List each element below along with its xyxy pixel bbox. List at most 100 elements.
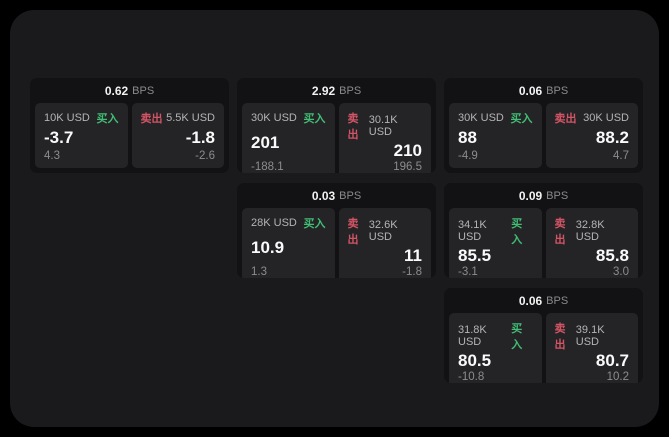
buy-quote-panel[interactable]: 34.1K USD 买入 85.5 -3.1 [449, 208, 542, 278]
sell-panel-header: 卖出 5.5K USD [141, 110, 216, 126]
buy-price-value: -3.7 [44, 127, 74, 147]
sell-sub-value: 10.2 [606, 370, 629, 383]
spread-header: 0.09 BPS [444, 183, 643, 208]
buy-quote-panel[interactable]: 30K USD 买入 88 -4.9 [449, 103, 542, 168]
quote-card: 0.09 BPS 34.1K USD 买入 85.5 -3.1 卖出 32.8K… [444, 183, 643, 278]
buy-side-label: 买入 [511, 323, 523, 351]
sell-sub-value: 4.7 [613, 150, 629, 162]
sell-quote-panel[interactable]: 卖出 30.1K USD 210 196.5 [338, 103, 431, 173]
sell-price-value: 80.7 [595, 351, 629, 370]
buy-amount-label: 28K USD [251, 217, 297, 229]
sell-side-label: 卖出 [554, 218, 566, 246]
sell-side-label: 卖出 [554, 323, 566, 351]
sell-sub-value: 196.5 [393, 160, 422, 173]
buy-panel-header: 31.8K USD 买入 [458, 320, 533, 352]
sell-amount-label: 30K USD [583, 112, 629, 124]
buy-panel-header: 30K USD 买入 [251, 110, 326, 126]
buy-panel-header: 30K USD 买入 [458, 110, 533, 126]
sell-price-value: 210 [393, 141, 422, 160]
sell-amount-label: 5.5K USD [166, 112, 215, 124]
bps-unit-label: BPS [546, 84, 569, 97]
sell-quote-panel[interactable]: 卖出 32.8K USD 85.8 3.0 [545, 208, 638, 278]
sell-amount-label: 39.1K USD [575, 324, 605, 348]
sell-sub-value: 3.0 [613, 265, 629, 278]
buy-price-value: 88 [458, 127, 477, 147]
sell-panel-header: 卖出 39.1K USD [555, 320, 630, 352]
sell-price-value: -1.8 [185, 127, 215, 147]
quote-card: 0.62 BPS 10K USD 买入 -3.7 4.3 卖出 5.5K USD… [30, 78, 229, 173]
buy-quote-panel[interactable]: 31.8K USD 买入 80.5 -10.8 [449, 313, 542, 383]
sell-side-label: 卖出 [554, 113, 577, 125]
spread-header: 0.06 BPS [444, 288, 643, 313]
sell-quote-panel[interactable]: 卖出 5.5K USD -1.8 -2.6 [131, 103, 224, 168]
spread-bps-value: 2.92 [311, 83, 336, 98]
quote-body: 10K USD 买入 -3.7 4.3 卖出 5.5K USD -1.8 -2.… [30, 103, 229, 173]
buy-amount-label: 30K USD [251, 112, 297, 124]
spread-header: 2.92 BPS [237, 78, 436, 103]
bps-unit-label: BPS [546, 189, 569, 202]
buy-sub-value: -188.1 [251, 160, 284, 173]
spread-header: 0.62 BPS [30, 78, 229, 103]
sell-price-value: 88.2 [595, 127, 629, 147]
quote-card: 0.03 BPS 28K USD 买入 10.9 1.3 卖出 32.6K US… [237, 183, 436, 278]
bps-unit-label: BPS [339, 189, 362, 202]
buy-quote-panel[interactable]: 30K USD 买入 201 -188.1 [242, 103, 335, 173]
sell-panel-header: 卖出 30.1K USD [348, 110, 423, 142]
sell-quote-panel[interactable]: 卖出 30K USD 88.2 4.7 [545, 103, 638, 168]
sell-side-label: 卖出 [140, 113, 163, 125]
quotes-grid: 0.62 BPS 10K USD 买入 -3.7 4.3 卖出 5.5K USD… [10, 10, 659, 383]
quote-card: 2.92 BPS 30K USD 买入 201 -188.1 卖出 30.1K … [237, 78, 436, 173]
buy-sub-value: 1.3 [251, 265, 267, 278]
buy-panel-header: 10K USD 买入 [44, 110, 119, 126]
sell-sub-value: -1.8 [402, 265, 422, 278]
buy-sub-value: -10.8 [458, 370, 485, 383]
buy-sub-value: 4.3 [44, 150, 60, 162]
sell-quote-panel[interactable]: 卖出 39.1K USD 80.7 10.2 [545, 313, 638, 383]
buy-side-label: 买入 [303, 113, 326, 125]
sell-price-value: 85.8 [595, 246, 629, 265]
buy-sub-value: -3.1 [458, 265, 478, 278]
quote-body: 30K USD 买入 88 -4.9 卖出 30K USD 88.2 4.7 [444, 103, 643, 173]
buy-amount-label: 10K USD [44, 112, 90, 124]
spread-bps-value: 0.62 [104, 83, 129, 98]
quote-body: 30K USD 买入 201 -188.1 卖出 30.1K USD 210 1… [237, 103, 436, 173]
buy-price-value: 10.9 [251, 238, 285, 257]
buy-quote-panel[interactable]: 10K USD 买入 -3.7 4.3 [35, 103, 128, 168]
spread-bps-value: 0.06 [518, 83, 543, 98]
buy-side-label: 买入 [511, 218, 523, 246]
buy-side-label: 买入 [510, 113, 533, 125]
quote-body: 31.8K USD 买入 80.5 -10.8 卖出 39.1K USD 80.… [444, 313, 643, 383]
quote-body: 28K USD 买入 10.9 1.3 卖出 32.6K USD 11 -1.8 [237, 208, 436, 278]
sell-panel-header: 卖出 32.8K USD [555, 215, 630, 247]
bps-unit-label: BPS [339, 84, 362, 97]
sell-price-value: 11 [404, 246, 422, 265]
spread-header: 0.06 BPS [444, 78, 643, 103]
buy-quote-panel[interactable]: 28K USD 买入 10.9 1.3 [242, 208, 335, 278]
sell-amount-label: 32.6K USD [368, 219, 398, 243]
quote-card: 0.06 BPS 30K USD 买入 88 -4.9 卖出 30K USD 8… [444, 78, 643, 173]
buy-side-label: 买入 [303, 218, 326, 230]
quote-body: 34.1K USD 买入 85.5 -3.1 卖出 32.8K USD 85.8… [444, 208, 643, 278]
bps-unit-label: BPS [132, 84, 155, 97]
spread-bps-value: 0.06 [518, 293, 543, 308]
sell-amount-label: 32.8K USD [575, 219, 605, 243]
sell-side-label: 卖出 [347, 218, 359, 246]
buy-amount-label: 31.8K USD [458, 324, 487, 348]
sell-sub-value: -2.6 [195, 150, 215, 162]
sell-amount-label: 30.1K USD [368, 114, 398, 138]
spread-bps-value: 0.09 [518, 188, 543, 203]
quote-card: 0.06 BPS 31.8K USD 买入 80.5 -10.8 卖出 39.1… [444, 288, 643, 383]
buy-side-label: 买入 [96, 113, 119, 125]
sell-panel-header: 卖出 32.6K USD [348, 215, 423, 247]
sell-side-label: 卖出 [347, 113, 359, 141]
buy-amount-label: 34.1K USD [458, 219, 487, 243]
buy-price-value: 80.5 [458, 351, 492, 370]
spread-header: 0.03 BPS [237, 183, 436, 208]
buy-price-value: 201 [251, 133, 280, 152]
buy-panel-header: 34.1K USD 买入 [458, 215, 533, 247]
quotes-panel: 0.62 BPS 10K USD 买入 -3.7 4.3 卖出 5.5K USD… [10, 10, 659, 427]
buy-panel-header: 28K USD 买入 [251, 215, 326, 231]
buy-price-value: 85.5 [458, 246, 492, 265]
bps-unit-label: BPS [546, 294, 569, 307]
sell-quote-panel[interactable]: 卖出 32.6K USD 11 -1.8 [338, 208, 431, 278]
